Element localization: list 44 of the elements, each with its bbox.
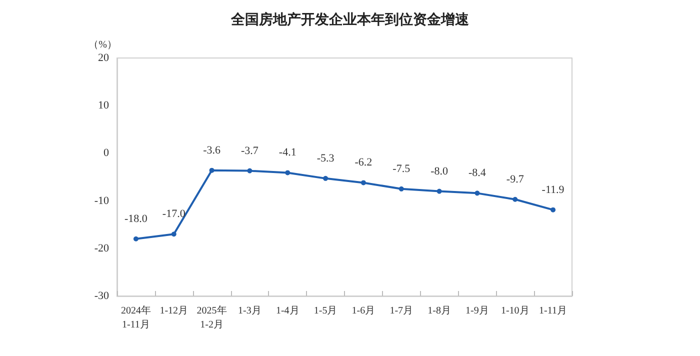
- x-tick-label: 2024年 1-11月: [120, 304, 151, 330]
- data-label: -3.7: [240, 144, 259, 157]
- data-label: -17.0: [162, 208, 186, 220]
- y-tick-label: 20: [98, 52, 110, 64]
- point: [474, 190, 480, 196]
- x-tick-label: 1-3月: [238, 306, 262, 316]
- x-tick-label: 1-9月: [466, 306, 489, 316]
- x-tick-label: 1-10月: [500, 306, 530, 316]
- y-tick-label: -10: [94, 194, 110, 207]
- data-label: -18.0: [124, 212, 148, 225]
- point: [323, 176, 328, 181]
- data-label: -8.0: [430, 165, 448, 178]
- data-label: -4.1: [278, 146, 296, 159]
- point: [550, 207, 556, 212]
- data-label: -11.9: [542, 184, 565, 196]
- point: [209, 168, 214, 173]
- y-tick-label: -30: [94, 290, 110, 302]
- point: [360, 180, 366, 186]
- data-label: -5.3: [316, 152, 335, 164]
- point: [436, 188, 442, 194]
- x-tick-label: 1-8月: [428, 306, 451, 316]
- point: [512, 196, 518, 202]
- point: [398, 186, 404, 192]
- y-tick-label: -20: [94, 242, 110, 254]
- y-tick-label: 10: [98, 100, 110, 112]
- y-tick-label: 0: [104, 147, 110, 160]
- point: [171, 232, 176, 237]
- x-tick-label: 1-11月: [539, 306, 568, 316]
- x-tick-label: 1-12月: [160, 306, 188, 316]
- point: [247, 168, 252, 174]
- x-tick-label: 2025年 1-2月: [196, 304, 227, 330]
- x-tick-label: 1-7月: [390, 306, 414, 316]
- point: [285, 170, 290, 176]
- x-tick-label: 1-6月: [352, 306, 376, 316]
- y-axis-title: （%）: [88, 40, 117, 50]
- data-label: -7.5: [392, 162, 411, 175]
- data-label: -9.7: [506, 173, 524, 186]
- x-tick-label: 1-5月: [314, 306, 338, 316]
- data-label: -6.2: [354, 156, 372, 169]
- data-label: -3.6: [203, 144, 221, 156]
- x-tick-label: 1-4月: [276, 306, 300, 316]
- chart-title: 全国房地产开发企业本年到位资金增速: [230, 11, 470, 28]
- data-label: -8.4: [468, 167, 486, 180]
- point: [133, 236, 138, 242]
